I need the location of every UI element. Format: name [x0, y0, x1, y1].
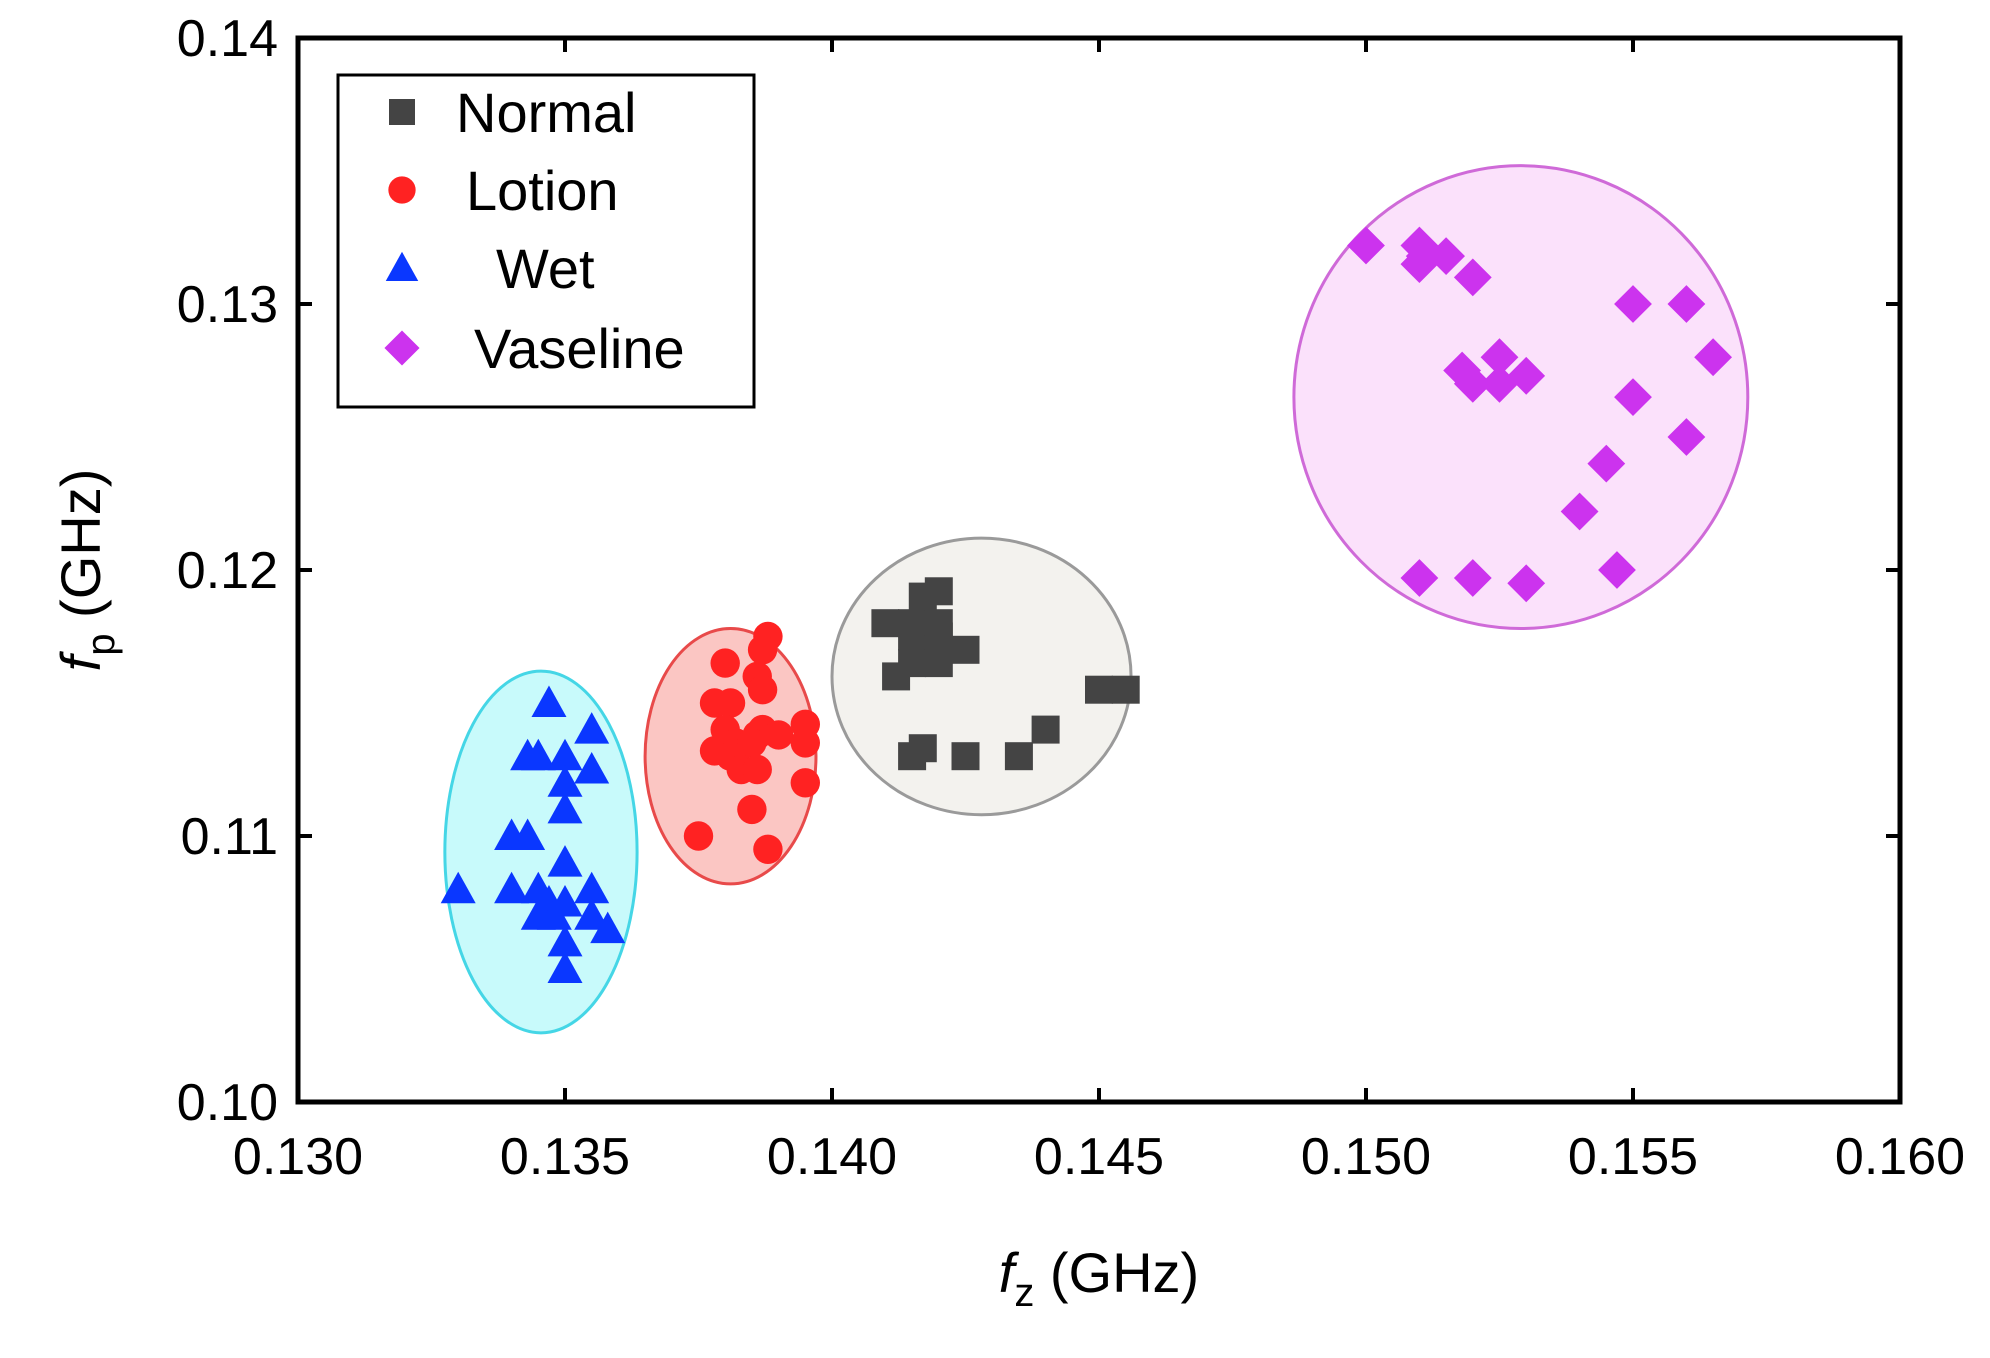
x-tick-label: 0.155 [1568, 1128, 1698, 1186]
point-normal [1085, 675, 1113, 704]
y-tick-label: 0.10 [177, 1074, 278, 1132]
point-vaseline [1560, 492, 1599, 531]
point-wet [574, 752, 610, 784]
point-vaseline [1453, 258, 1492, 297]
x-axis-label: fz (GHz) [999, 1241, 1199, 1315]
point-vaseline [1587, 444, 1626, 483]
x-tick-label: 0.135 [500, 1128, 630, 1186]
point-lotion [763, 720, 794, 750]
point-lotion [715, 688, 746, 718]
data-points [440, 226, 1732, 983]
point-normal [898, 622, 927, 651]
x-tick-label: 0.140 [767, 1128, 897, 1186]
point-wet [510, 818, 546, 850]
y-axis-label-unit: (GHz) [49, 469, 112, 634]
y-tick-label: 0.14 [177, 10, 278, 68]
point-wet [590, 911, 626, 944]
x-tick-label: 0.150 [1301, 1128, 1431, 1186]
series-wet [440, 685, 626, 983]
point-lotion [683, 821, 714, 851]
point-normal [951, 635, 980, 664]
point-lotion [790, 768, 820, 798]
point-vaseline [1507, 356, 1546, 395]
point-wet [531, 685, 567, 717]
y-axis-label-sub: p [79, 634, 123, 656]
point-lotion [737, 794, 767, 825]
point-lotion [742, 754, 772, 785]
point-normal [882, 662, 911, 691]
legend-label-wet: Wet [496, 237, 595, 300]
point-vaseline [1443, 351, 1482, 390]
point-normal [924, 577, 953, 606]
y-tick-label: 0.11 [181, 808, 278, 866]
legend-marker-lotion [388, 176, 416, 204]
y-axis-ticks: 0.10 0.11 0.12 0.13 0.14 [177, 10, 1900, 1132]
point-lotion [747, 675, 778, 705]
point-vaseline [1614, 378, 1652, 416]
point-wet [547, 791, 583, 824]
point-vaseline [1347, 226, 1385, 265]
point-wet [547, 845, 583, 877]
x-tick-label: 0.160 [1835, 1128, 1965, 1186]
point-vaseline [1667, 285, 1706, 323]
point-vaseline [1507, 564, 1546, 603]
point-vaseline [1400, 245, 1439, 283]
point-vaseline [1694, 338, 1732, 377]
point-lotion [710, 648, 740, 678]
point-vaseline [1480, 364, 1519, 403]
x-axis-label-sub: z [1014, 1271, 1034, 1315]
x-axis-ticks: 0.130 0.135 0.140 0.145 0.150 0.155 0.160 [233, 38, 1965, 1186]
series-normal [871, 577, 1140, 771]
legend-marker-vaseline [384, 330, 420, 366]
point-wet [574, 712, 610, 744]
point-wet [494, 871, 530, 904]
point-vaseline [1427, 237, 1465, 276]
legend-label-vaseline: Vaseline [474, 317, 685, 380]
point-wet [536, 898, 572, 930]
point-lotion [790, 728, 820, 758]
point-wet [574, 871, 610, 904]
point-normal [871, 609, 900, 638]
point-wet [574, 898, 610, 930]
point-lotion [747, 635, 778, 665]
cluster-ellipse-wet [443, 669, 639, 1035]
point-vaseline [1614, 285, 1652, 323]
point-vaseline [1667, 418, 1706, 456]
y-axis-label: fp (GHz) [49, 469, 123, 672]
legend-marker-wet [385, 251, 419, 281]
series-vaseline [1347, 226, 1732, 603]
point-normal [1111, 675, 1140, 704]
point-lotion [753, 834, 783, 864]
point-wet [547, 924, 583, 957]
point-wet [547, 951, 583, 983]
point-vaseline [1480, 338, 1519, 377]
series-lotion [683, 621, 820, 864]
point-normal [908, 734, 937, 763]
legend: Normal Lotion Wet Vaseline [336, 73, 756, 409]
point-vaseline [1598, 551, 1636, 589]
point-vaseline [1453, 364, 1492, 403]
point-wet [547, 738, 583, 771]
point-normal [924, 649, 953, 678]
point-lotion [737, 728, 767, 758]
y-tick-label: 0.12 [177, 542, 278, 600]
x-tick-label: 0.130 [233, 1128, 363, 1186]
cluster-ellipse-vaseline [1292, 164, 1750, 631]
legend-label-normal: Normal [456, 81, 636, 144]
point-vaseline [1453, 559, 1492, 597]
point-wet [520, 738, 556, 771]
legend-marker-normal [389, 99, 415, 125]
point-normal [1004, 742, 1033, 771]
point-vaseline [1400, 559, 1439, 597]
point-wet [547, 765, 583, 797]
y-tick-label: 0.13 [177, 276, 278, 334]
x-axis-label-unit: (GHz) [1034, 1241, 1199, 1304]
x-tick-label: 0.145 [1034, 1128, 1164, 1186]
legend-label-lotion: Lotion [466, 159, 619, 222]
point-normal [1031, 715, 1060, 744]
point-wet [440, 871, 476, 904]
point-normal [951, 742, 980, 771]
